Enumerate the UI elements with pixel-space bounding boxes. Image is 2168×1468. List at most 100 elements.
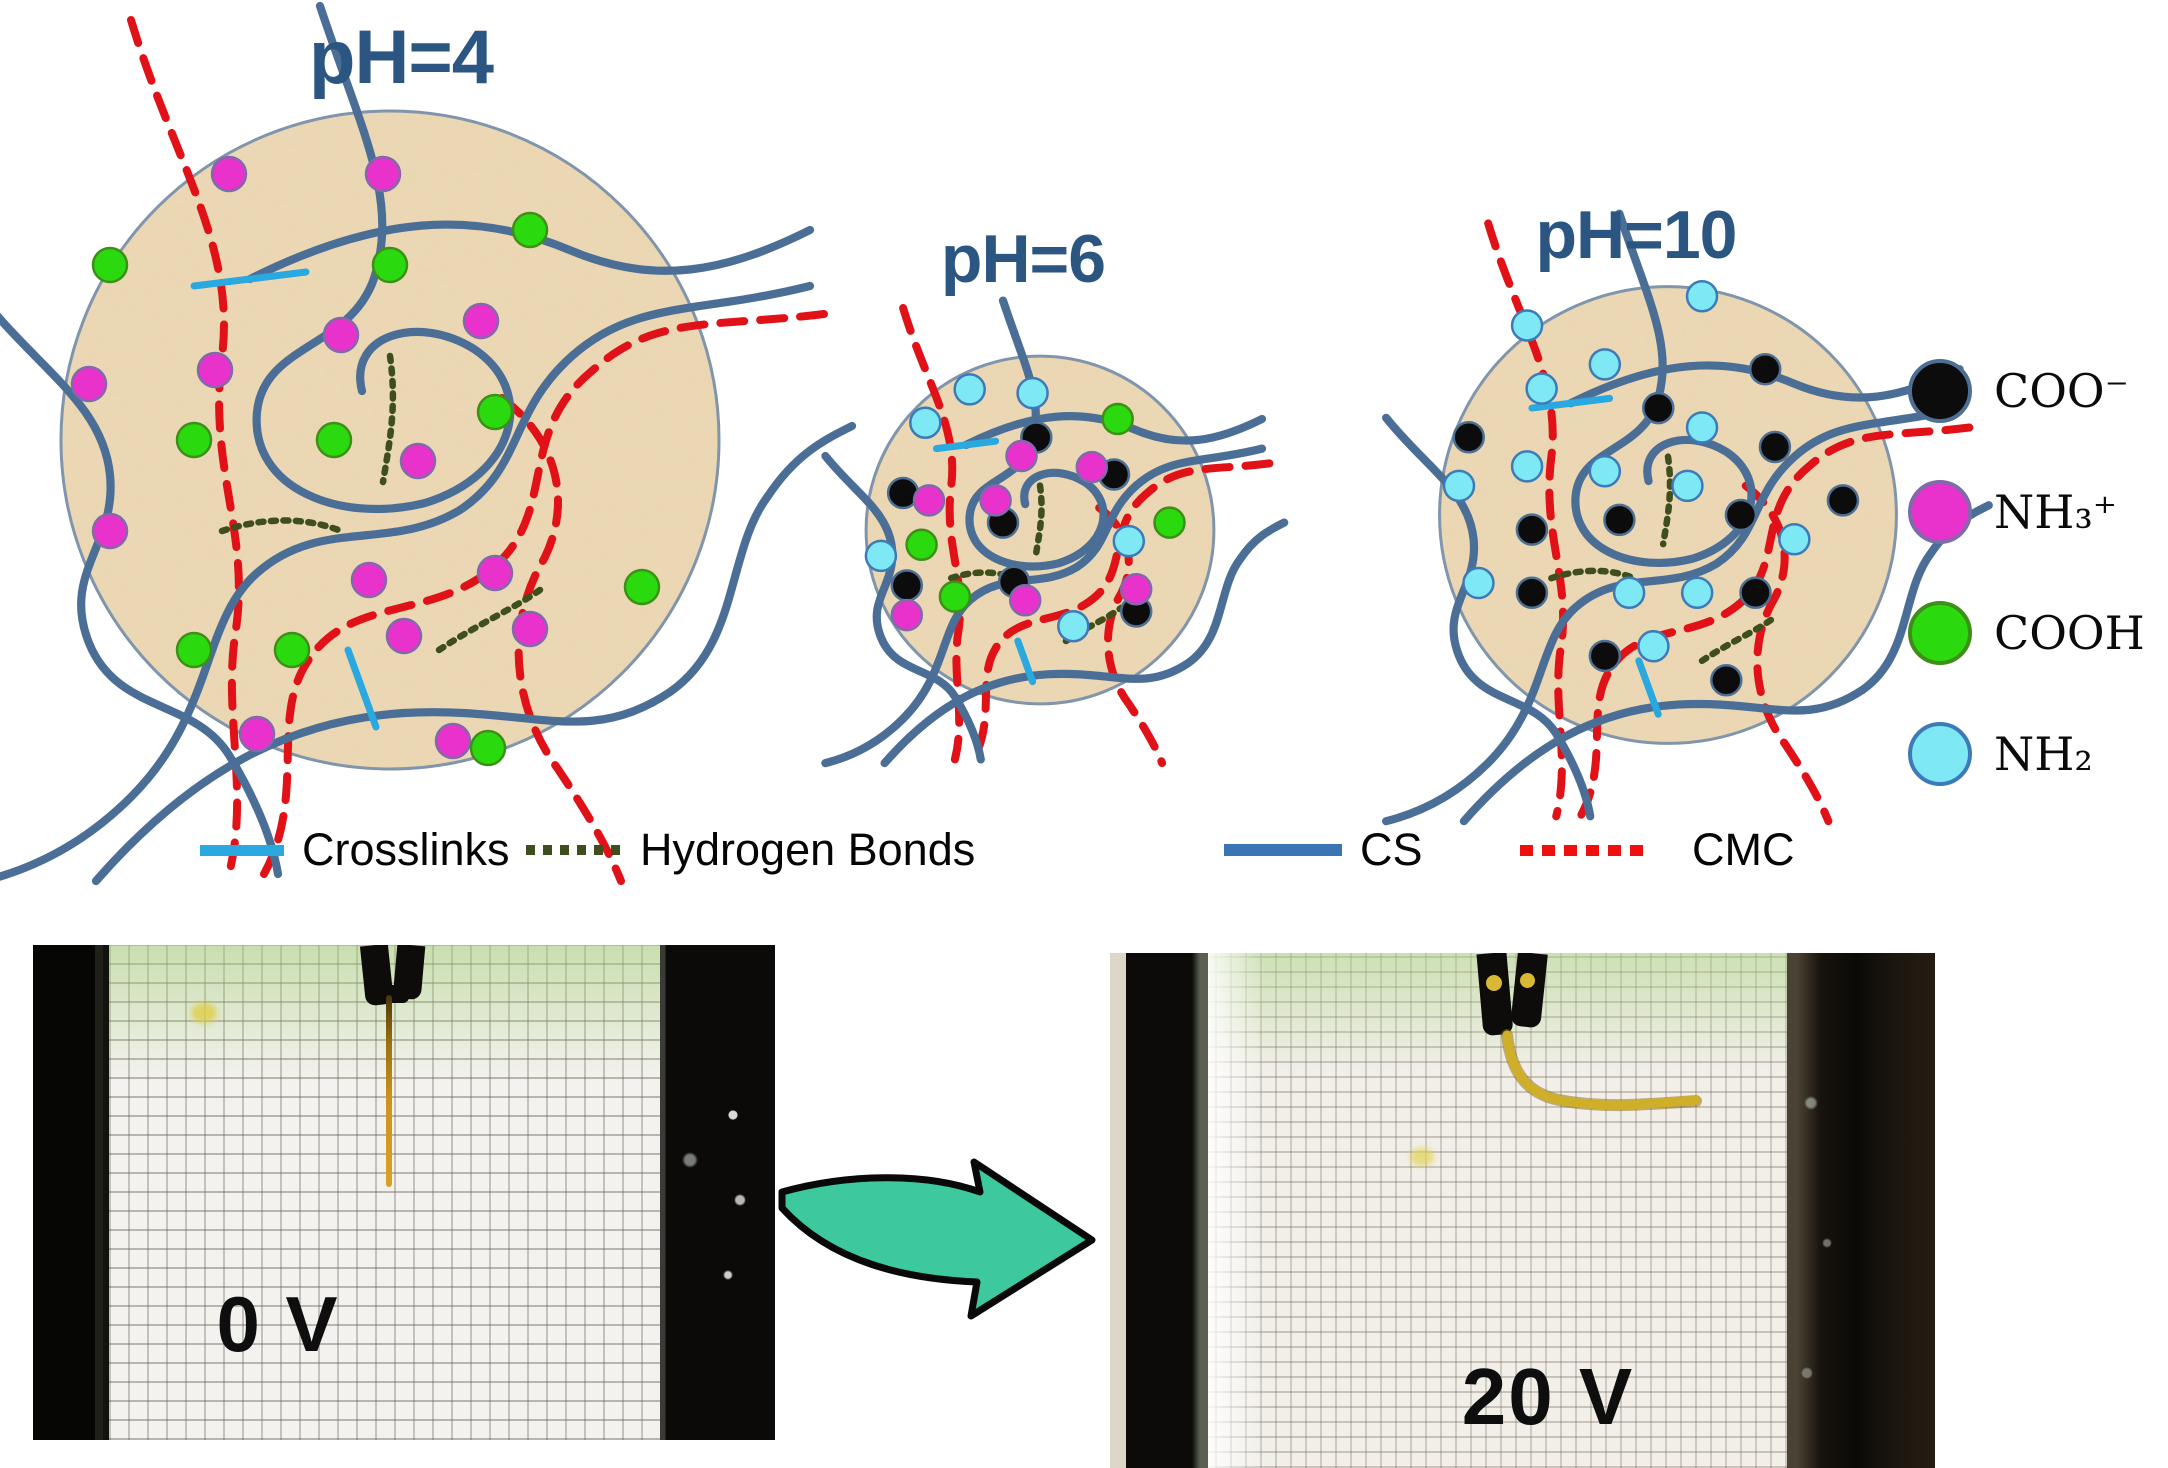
line-legend-label: CS — [1360, 824, 1423, 875]
hbond-line-icon — [526, 845, 622, 855]
dot-COOH — [1101, 402, 1134, 436]
line-legend-label: Crosslinks — [302, 824, 510, 875]
legend-item-NH3: NH₃⁺ — [1908, 477, 2145, 547]
dot-NH3 — [912, 484, 946, 517]
electrode-left — [33, 945, 109, 1440]
dot-NH3 — [91, 512, 129, 550]
dot-COO — [1452, 420, 1485, 454]
dot-NH2 — [1612, 576, 1646, 610]
hydrogel-ph4 — [0, 1, 857, 886]
dot-COOH — [938, 580, 972, 613]
dot-NH3 — [196, 351, 234, 389]
hydrogel-ph10 — [1382, 209, 1993, 826]
dot-NH2 — [1671, 469, 1704, 503]
line-legend-cs: CS — [1224, 818, 1423, 882]
dot-COO — [1515, 576, 1549, 610]
legend-label: NH₃⁺ — [1994, 485, 2118, 539]
electrode-right — [1787, 953, 1935, 1468]
glare-column — [1208, 953, 1266, 1468]
COOH-dot-icon — [1908, 601, 1972, 665]
reflection-smudge — [191, 1003, 217, 1023]
ionic-group-legend: COO⁻ NH₃⁺ COOH NH₂ — [1908, 356, 2145, 789]
dot-COO — [1739, 576, 1772, 610]
dot-NH2 — [1525, 372, 1558, 405]
dot-COOH — [371, 246, 409, 284]
dot-NH2 — [1588, 348, 1622, 381]
dot-COOH — [1153, 506, 1186, 539]
dot-COO — [1588, 639, 1622, 673]
dot-NH2 — [1057, 609, 1090, 643]
dot-NH3 — [1119, 572, 1153, 606]
hydrogel-network-diagram — [0, 1, 1993, 886]
line-legend-crosslink: Crosslinks — [200, 818, 510, 882]
dot-COOH — [905, 528, 938, 562]
dot-NH3 — [70, 365, 108, 403]
line-legend-label: Hydrogen Bonds — [640, 824, 976, 875]
dot-COO — [1758, 430, 1792, 464]
cuvette-edge — [1110, 953, 1126, 1468]
dot-NH3 — [238, 715, 276, 753]
dot-NH3 — [890, 598, 924, 632]
dot-COOH — [175, 631, 213, 669]
dot-NH2 — [1442, 469, 1476, 503]
dot-NH3 — [364, 155, 402, 193]
hydrogel-ph6 — [821, 296, 1289, 768]
dot-NH3 — [385, 617, 423, 655]
line-legend-hbond: Hydrogen Bonds — [526, 818, 975, 882]
ph6-label: pH=6 — [940, 221, 1106, 297]
voltage-label-0v: 0 V — [216, 1280, 340, 1368]
NH3-dot-icon — [1908, 480, 1972, 544]
voltage-label-20v: 20 V — [1461, 1352, 1635, 1441]
ph10-label: pH=10 — [1535, 197, 1738, 273]
dot-NH3 — [1005, 439, 1038, 473]
dot-COOH — [623, 568, 661, 606]
crocodile-clip-icon — [1470, 953, 1590, 1043]
dot-COO — [1724, 498, 1758, 532]
dot-NH2 — [1112, 524, 1146, 558]
hydrogel-strip-bent — [1501, 1029, 1702, 1112]
dot-NH2 — [1016, 376, 1049, 410]
dot-NH3 — [1075, 450, 1109, 484]
NH2-dot-icon — [1908, 722, 1972, 786]
dot-NH2 — [1778, 523, 1811, 556]
photo-20v: 20 V — [1110, 953, 1935, 1468]
dot-COO — [890, 569, 924, 602]
legend-label: COOH — [1994, 606, 2145, 660]
legend-label: NH₂ — [1994, 727, 2093, 781]
dots — [864, 373, 1186, 643]
dot-NH2 — [1588, 455, 1622, 488]
dot-COOH — [511, 211, 549, 249]
COO-dot-icon — [1908, 359, 1972, 423]
dot-COO — [1826, 484, 1860, 517]
crocodile-clip-icon — [355, 945, 465, 1007]
dot-NH2 — [1510, 450, 1544, 483]
dot-NH3 — [210, 155, 248, 193]
dot-NH3 — [476, 554, 514, 592]
transition-arrow-icon — [778, 1158, 1096, 1320]
dot-COO — [1710, 663, 1743, 697]
legend-label: COO⁻ — [1994, 364, 2129, 418]
dot-COOH — [469, 729, 507, 767]
dot-NH3 — [322, 316, 360, 354]
dot-COO — [1748, 352, 1782, 386]
legend-item-NH2: NH₂ — [1908, 719, 2145, 789]
dot-NH2 — [953, 373, 986, 406]
dot-NH2 — [1637, 629, 1670, 663]
dot-COOH — [91, 246, 129, 284]
dot-NH2 — [864, 539, 898, 573]
legend-item-COO: COO⁻ — [1908, 356, 2145, 426]
dot-NH2 — [1510, 309, 1544, 342]
dot-COOH — [175, 421, 213, 459]
line-legend-label: CMC — [1692, 824, 1795, 875]
dot-NH2 — [909, 406, 942, 439]
dot-COO — [1603, 503, 1636, 537]
cmc-line-icon — [1520, 844, 1646, 856]
dot-NH3 — [511, 610, 549, 648]
electrode-left — [1126, 953, 1208, 1468]
arrow-shape — [778, 1158, 1096, 1320]
dot-COOH — [273, 631, 311, 669]
dot-COO — [1642, 391, 1675, 425]
electrode-right — [660, 945, 775, 1440]
ph4-label: pH=4 — [309, 15, 494, 100]
legend-item-COOH: COOH — [1908, 598, 2145, 668]
